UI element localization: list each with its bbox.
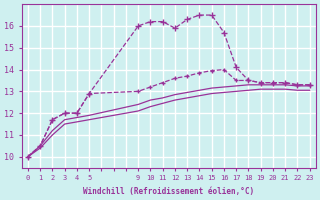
X-axis label: Windchill (Refroidissement éolien,°C): Windchill (Refroidissement éolien,°C)	[83, 187, 254, 196]
